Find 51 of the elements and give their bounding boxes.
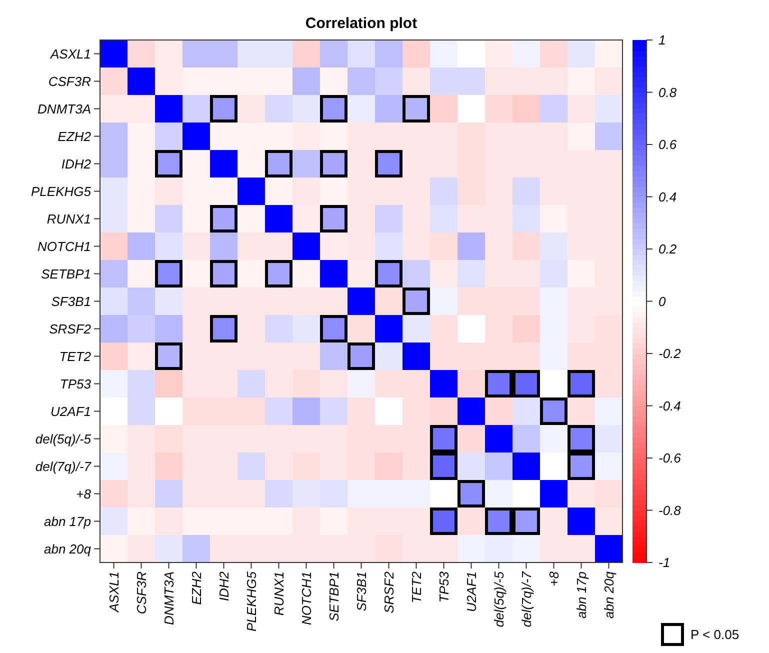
y-tick-label: RUNX1 xyxy=(46,211,91,226)
color-bar-label: 0.6 xyxy=(658,137,678,152)
y-tick-label: ASXL1 xyxy=(50,46,91,62)
x-tick-label: CSF3R xyxy=(134,572,149,614)
x-tick-label: TET2 xyxy=(408,570,424,604)
color-bar-label: 0.8 xyxy=(658,84,678,100)
y-tick-label: SRSF2 xyxy=(49,321,92,336)
x-tick-label: NOTCH1 xyxy=(298,572,314,625)
x-tick-label: DNMT3A xyxy=(161,572,176,625)
y-tick-label: +8 xyxy=(76,486,92,502)
y-tick-label: abn 20q xyxy=(44,541,92,556)
y-tick-label: CSF3R xyxy=(48,74,91,89)
x-tick-label: del(5q)/-5 xyxy=(491,570,506,628)
color-bar-label: -1 xyxy=(658,555,670,570)
x-tick-label: TP53 xyxy=(436,570,452,603)
x-tick-label: U2AF1 xyxy=(464,572,479,612)
y-tick-label: NOTCH1 xyxy=(38,238,91,254)
y-tick-label: U2AF1 xyxy=(50,404,91,419)
color-bar-label: -0.8 xyxy=(658,502,682,518)
color-bar-label: 0.2 xyxy=(658,242,678,257)
color-bar-label: 0.4 xyxy=(658,189,677,204)
chart-title: Correlation plot xyxy=(305,15,418,32)
color-bar-label: -0.6 xyxy=(658,450,682,466)
y-tick-label: del(7q)/-7 xyxy=(35,458,92,474)
text: P < 0.05 xyxy=(690,627,740,642)
color-bar-label: 1 xyxy=(658,32,666,48)
y-tick-label: DNMT3A xyxy=(38,101,91,116)
y-tick-label: EZH2 xyxy=(58,128,92,144)
x-tick-label: ASXL1 xyxy=(106,572,122,613)
y-tick-label: del(5q)/-5 xyxy=(35,431,92,446)
x-tick-label: +8 xyxy=(546,570,562,586)
y-tick-label: SF3B1 xyxy=(51,294,91,309)
color-bar-label: -0.4 xyxy=(658,398,681,414)
x-tick-label: SRSF2 xyxy=(381,570,396,614)
x-tick-label: EZH2 xyxy=(188,570,204,605)
color-bar-label: 0 xyxy=(658,294,666,309)
x-tick-label: SETBP1 xyxy=(326,572,342,622)
x-tick-label: IDH2 xyxy=(216,570,232,602)
y-tick-label: PLEKHG5 xyxy=(31,184,92,199)
x-tick-label: del(7q)/-7 xyxy=(518,570,534,628)
y-tick-label: TET2 xyxy=(59,348,92,364)
y-tick-label: SETBP1 xyxy=(41,266,91,282)
y-tick-label: IDH2 xyxy=(61,156,92,172)
y-tick-label: abn 17p xyxy=(44,514,91,529)
x-tick-label: abn 17p xyxy=(574,572,589,618)
x-tick-label: RUNX1 xyxy=(271,572,286,616)
y-tick-label: TP53 xyxy=(60,376,92,392)
color-bar-label: -0.2 xyxy=(658,346,682,362)
x-tick-label: SF3B1 xyxy=(354,572,369,612)
x-tick-label: PLEKHG5 xyxy=(244,570,259,632)
x-tick-label: abn 20q xyxy=(601,570,616,618)
